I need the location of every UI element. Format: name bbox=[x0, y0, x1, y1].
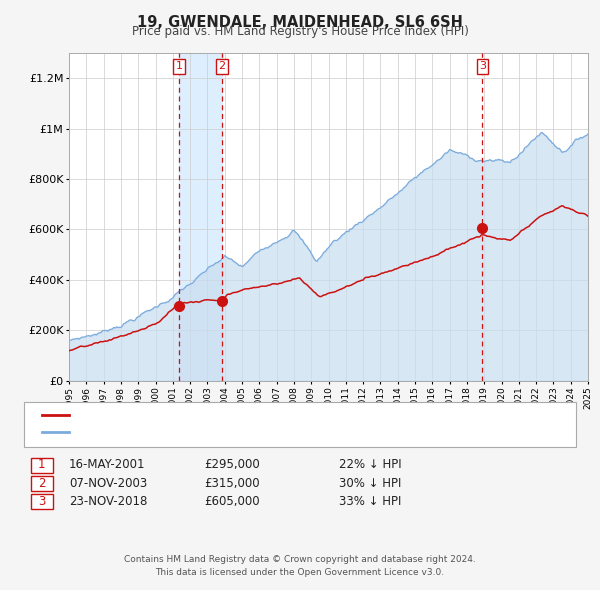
Text: 3: 3 bbox=[38, 495, 46, 508]
Text: 19, GWENDALE, MAIDENHEAD, SL6 6SH (detached house): 19, GWENDALE, MAIDENHEAD, SL6 6SH (detac… bbox=[73, 410, 391, 419]
Text: 19, GWENDALE, MAIDENHEAD, SL6 6SH: 19, GWENDALE, MAIDENHEAD, SL6 6SH bbox=[137, 15, 463, 30]
Text: 2: 2 bbox=[38, 477, 46, 490]
Text: £295,000: £295,000 bbox=[204, 458, 260, 471]
Text: 22% ↓ HPI: 22% ↓ HPI bbox=[339, 458, 401, 471]
Text: 3: 3 bbox=[479, 61, 486, 71]
Text: £605,000: £605,000 bbox=[204, 495, 260, 508]
Bar bbox=[179, 53, 222, 381]
Text: 16-MAY-2001: 16-MAY-2001 bbox=[69, 458, 146, 471]
Text: 2: 2 bbox=[218, 61, 226, 71]
Text: HPI: Average price, detached house, Windsor and Maidenhead: HPI: Average price, detached house, Wind… bbox=[73, 427, 415, 437]
Text: This data is licensed under the Open Government Licence v3.0.: This data is licensed under the Open Gov… bbox=[155, 568, 445, 577]
Text: 1: 1 bbox=[38, 458, 46, 471]
Text: Contains HM Land Registry data © Crown copyright and database right 2024.: Contains HM Land Registry data © Crown c… bbox=[124, 555, 476, 564]
Text: 33% ↓ HPI: 33% ↓ HPI bbox=[339, 495, 401, 508]
Text: Price paid vs. HM Land Registry's House Price Index (HPI): Price paid vs. HM Land Registry's House … bbox=[131, 25, 469, 38]
Text: 1: 1 bbox=[176, 61, 183, 71]
Text: 07-NOV-2003: 07-NOV-2003 bbox=[69, 477, 147, 490]
Text: 30% ↓ HPI: 30% ↓ HPI bbox=[339, 477, 401, 490]
Text: £315,000: £315,000 bbox=[204, 477, 260, 490]
Text: 23-NOV-2018: 23-NOV-2018 bbox=[69, 495, 148, 508]
